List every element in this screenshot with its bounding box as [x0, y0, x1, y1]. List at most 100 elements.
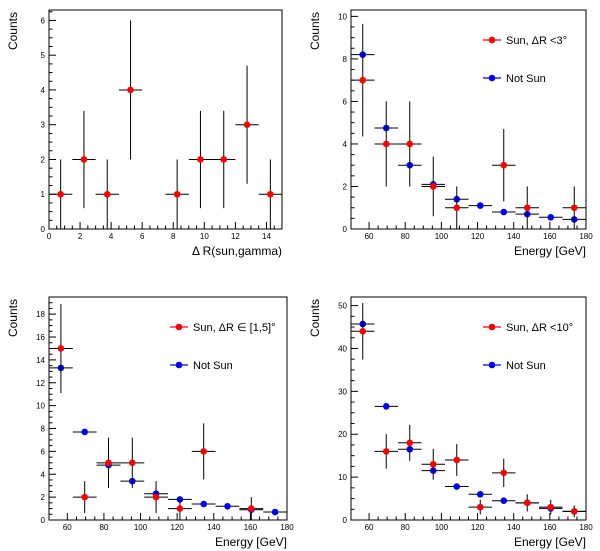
- y-tick-label: 0: [41, 225, 46, 234]
- data-marker: [570, 508, 578, 515]
- x-tick-label: 14: [262, 232, 271, 241]
- x-axis-label: Energy [GeV]: [215, 535, 287, 549]
- data-marker: [429, 183, 437, 190]
- data-marker: [103, 190, 111, 198]
- data-marker: [359, 76, 367, 84]
- y-tick-label: 8: [343, 55, 348, 64]
- legend-label: Sun, ΔR <3°: [506, 35, 567, 47]
- x-tick-label: 80: [99, 523, 108, 532]
- y-tick-label: 3: [41, 121, 46, 130]
- x-tick-label: 10: [200, 232, 209, 241]
- legend-marker: [488, 361, 496, 369]
- y-tick-label: 18: [36, 310, 45, 319]
- data-series-1: [49, 20, 282, 229]
- x-axis-label: Energy [GeV]: [514, 244, 586, 258]
- data-marker: [453, 483, 461, 490]
- data-point: [374, 101, 398, 187]
- data-point: [72, 110, 96, 209]
- y-axis-label: Counts: [6, 299, 20, 337]
- chart-panel-3: 60 80 100 120 140 160 180 0 2 4 6 8 10 12 14 16 18 Energy…: [6, 296, 294, 549]
- legend: Sun, ΔR <3° Not Sun: [483, 35, 567, 85]
- data-point: [445, 444, 469, 476]
- data-point: [445, 483, 469, 490]
- data-marker: [248, 505, 255, 512]
- data-point: [258, 159, 282, 229]
- x-tick-label: 100: [134, 523, 148, 532]
- data-marker: [453, 204, 461, 212]
- y-tick-label: 10: [338, 473, 347, 482]
- data-point: [398, 424, 422, 461]
- x-tick-label: 60: [63, 523, 72, 532]
- y-tick-label: 12: [36, 379, 45, 388]
- y-tick-label: 10: [36, 402, 45, 411]
- data-point: [421, 448, 445, 480]
- y-tick-label: 0: [41, 516, 46, 525]
- data-marker: [57, 345, 65, 352]
- y-tick-label: 16: [36, 333, 45, 342]
- x-tick-label: 6: [140, 232, 145, 241]
- data-marker: [173, 190, 181, 198]
- x-axis-label: Δ R(sun,gamma): [192, 244, 282, 258]
- data-point: [468, 202, 492, 209]
- x-tick-label: 120: [471, 523, 485, 532]
- legend-label: Sun, ΔR <10°: [506, 322, 573, 334]
- data-point: [562, 186, 586, 229]
- x-tick-label: 100: [435, 523, 449, 532]
- data-marker: [127, 86, 134, 94]
- data-point: [445, 186, 469, 229]
- data-marker: [243, 121, 251, 129]
- data-point: [263, 508, 287, 516]
- y-tick-label: 4: [41, 86, 46, 95]
- data-marker: [129, 459, 136, 467]
- legend-marker: [488, 74, 496, 82]
- x-tick-label: 180: [579, 232, 593, 241]
- y-tick-label: 2: [343, 182, 348, 191]
- data-series-2: [351, 320, 586, 515]
- x-tick-label: 160: [543, 232, 557, 241]
- data-point: [374, 403, 398, 410]
- data-marker: [267, 190, 274, 198]
- data-marker: [500, 497, 508, 505]
- data-marker: [81, 493, 88, 501]
- data-marker: [476, 490, 484, 498]
- legend-label: Sun, ΔR ∈ [1,5]°: [193, 322, 275, 334]
- data-point: [235, 65, 259, 184]
- y-tick-label: 8: [41, 425, 46, 434]
- data-point: [421, 156, 445, 217]
- data-point: [239, 497, 264, 520]
- x-tick-label: 140: [507, 523, 521, 532]
- data-point: [96, 437, 121, 488]
- data-point: [562, 505, 586, 518]
- data-marker: [547, 214, 555, 221]
- x-tick-label: 2: [78, 232, 83, 241]
- data-marker: [547, 503, 555, 511]
- legend-marker: [175, 323, 183, 331]
- data-series-1: [351, 23, 586, 229]
- y-tick-label: 2: [41, 493, 46, 502]
- data-marker: [476, 202, 484, 209]
- data-point: [120, 437, 145, 488]
- data-marker: [105, 459, 112, 467]
- data-point: [191, 500, 216, 508]
- data-marker: [500, 469, 508, 477]
- x-tick-label: 180: [280, 523, 294, 532]
- data-point: [539, 214, 563, 221]
- data-point: [72, 481, 97, 514]
- data-marker: [500, 208, 508, 216]
- x-axis-label: Energy [GeV]: [514, 535, 586, 549]
- data-point: [144, 481, 168, 514]
- data-point: [398, 101, 422, 187]
- y-tick-label: 14: [36, 356, 45, 365]
- x-tick-label: 80: [401, 232, 410, 241]
- data-marker: [500, 161, 508, 169]
- data-point: [468, 490, 492, 498]
- y-tick-label: 4: [343, 140, 348, 149]
- x-tick-label: 180: [579, 523, 593, 532]
- legend: Sun, ΔR <10° Not Sun: [483, 322, 573, 372]
- y-tick-label: 4: [41, 470, 46, 479]
- data-point: [118, 20, 143, 160]
- x-tick-label: 80: [401, 523, 410, 532]
- data-point: [49, 159, 73, 229]
